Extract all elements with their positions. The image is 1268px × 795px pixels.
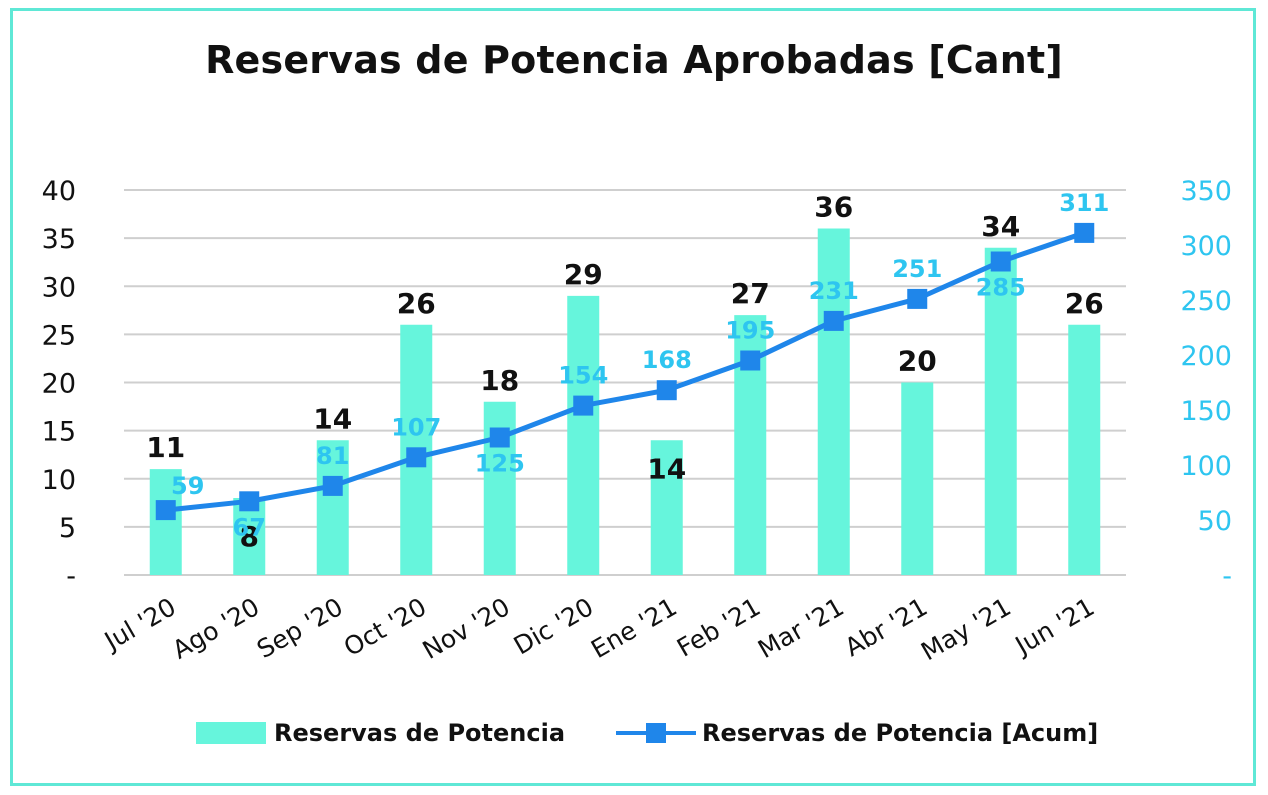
bar-data-label: 27 <box>731 277 770 310</box>
left-axis-tick-label: - <box>66 561 76 592</box>
left-axis-tick-label: 40 <box>42 176 76 207</box>
line-data-label: 311 <box>1059 189 1109 217</box>
category-tick-label: Abr '21 <box>840 592 932 662</box>
line-data-label: 251 <box>892 255 942 283</box>
bar <box>817 228 850 575</box>
line-marker <box>489 427 510 448</box>
line-marker <box>573 395 594 416</box>
left-axis-tick-label: 25 <box>42 320 76 351</box>
bar-data-label: 11 <box>146 431 185 464</box>
category-tick-label: Mar '21 <box>753 592 849 664</box>
legend-bar-swatch <box>196 722 266 744</box>
line-data-label: 107 <box>391 413 441 441</box>
right-axis-tick-label: 300 <box>1180 231 1232 262</box>
line-marker <box>907 288 928 309</box>
line-data-label: 81 <box>316 442 349 470</box>
bar-data-label: 20 <box>898 345 937 378</box>
bar <box>650 440 683 575</box>
left-axis-tick-label: 10 <box>42 465 76 496</box>
left-axis-tick-label: 35 <box>42 224 76 255</box>
category-tick-label: Nov '20 <box>418 592 515 665</box>
line-data-label: 285 <box>976 274 1026 302</box>
line-marker <box>322 475 343 496</box>
bar-data-label: 26 <box>397 287 436 320</box>
line-marker <box>740 350 761 371</box>
legend-item-bars: Reservas de Potencia <box>196 716 565 750</box>
right-axis-tick-label: 350 <box>1180 176 1232 207</box>
category-tick-label: Jun '21 <box>1009 592 1099 661</box>
category-tick-label: Oct '20 <box>339 592 431 662</box>
left-axis-tick-label: 30 <box>42 272 76 303</box>
bar <box>149 469 182 575</box>
bar-data-label: 36 <box>814 191 853 224</box>
category-tick-label: Jul '20 <box>98 592 181 657</box>
bar <box>901 382 934 575</box>
category-tick-label: Dic '20 <box>509 592 598 660</box>
category-tick-label: Sep '20 <box>252 592 348 664</box>
line-data-label: 125 <box>475 450 525 478</box>
category-tick-label: Feb '21 <box>672 592 765 663</box>
bar-data-label: 26 <box>1065 287 1104 320</box>
legend-line-label: Reservas de Potencia [Acum] <box>702 719 1099 747</box>
bar-data-label: 8 <box>240 520 259 553</box>
bar-data-label: 14 <box>647 452 686 485</box>
right-axis-tick-label: 50 <box>1198 506 1232 537</box>
line-marker <box>990 251 1011 272</box>
bar-data-label: 34 <box>981 210 1020 243</box>
bar <box>316 440 349 575</box>
line-data-label: 59 <box>171 472 204 500</box>
line-data-label: 195 <box>725 317 775 345</box>
right-axis-tick-label: 200 <box>1180 341 1232 372</box>
left-axis-tick-label: 5 <box>59 513 76 544</box>
bar <box>984 247 1017 575</box>
bar-data-label: 14 <box>313 402 352 435</box>
line-marker <box>1074 222 1095 243</box>
right-axis-tick-label: 150 <box>1180 396 1232 427</box>
line-marker <box>656 380 677 401</box>
category-tick-label: May '21 <box>916 592 1016 666</box>
series-line <box>165 230 1086 513</box>
category-tick-label: Ene '21 <box>586 592 682 664</box>
bar-data-label: 29 <box>564 258 603 291</box>
line-marker <box>239 491 260 512</box>
line-data-label: 231 <box>809 277 859 305</box>
right-axis-tick-label: 100 <box>1180 451 1232 482</box>
left-axis-tick-label: 15 <box>42 417 76 448</box>
line-data-label: 67 <box>233 513 266 541</box>
legend-bar-label: Reservas de Potencia <box>274 719 566 747</box>
right-axis-tick-label: 250 <box>1180 286 1232 317</box>
line-data-label: 168 <box>642 346 692 374</box>
chart-title: Reservas de Potencia Aprobadas [Cant] <box>205 38 1063 82</box>
right-axis-tick-label: - <box>1222 561 1232 592</box>
legend-item-line: Reservas de Potencia [Acum] <box>616 716 1098 750</box>
bar <box>1068 324 1101 575</box>
legend-line-swatch <box>616 721 696 745</box>
line-marker <box>155 500 176 521</box>
left-axis-tick-label: 20 <box>42 369 76 400</box>
line-marker <box>823 310 844 331</box>
line-marker <box>406 447 427 468</box>
line-data-label: 154 <box>558 362 608 390</box>
category-tick-label: Ago '20 <box>168 592 265 665</box>
bar-data-label: 18 <box>480 364 519 397</box>
bar <box>567 295 600 575</box>
